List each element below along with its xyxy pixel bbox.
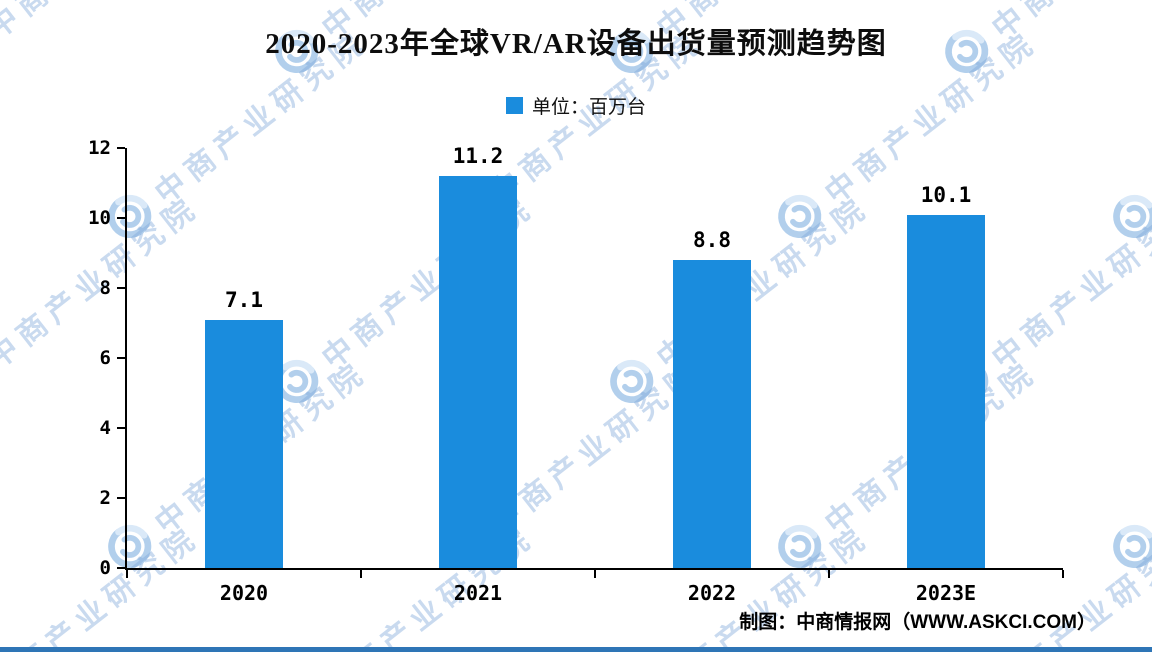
- x-axis-category-label: 2020: [219, 581, 269, 605]
- y-axis-tick-mark: [117, 427, 125, 429]
- y-axis-tick-label: 6: [99, 347, 111, 369]
- bar-value-label: 8.8: [693, 228, 731, 252]
- bar-value-label: 11.2: [452, 144, 504, 168]
- x-axis-tick-mark: [828, 570, 830, 578]
- y-axis-tick-mark: [117, 147, 125, 149]
- bar-value-label: 7.1: [225, 287, 263, 312]
- y-axis-tick-mark: [117, 497, 125, 499]
- y-axis-tick-mark: [117, 567, 125, 569]
- y-axis-tick-label: 0: [99, 557, 111, 579]
- legend: 单位：百万台: [0, 92, 1152, 119]
- y-axis-tick-label: 2: [99, 487, 111, 509]
- y-axis-tick-label: 8: [99, 277, 111, 299]
- company-logo-icon: [1113, 194, 1152, 238]
- bar: [907, 214, 985, 568]
- y-axis-tick-label: 10: [88, 207, 111, 229]
- bottom-border: [0, 647, 1152, 652]
- y-axis-tick-mark: [117, 357, 125, 359]
- watermark-tile: 中商产业研究院: [1102, 347, 1152, 578]
- chart-title: 2020-2023年全球VR/AR设备出货量预测趋势图: [265, 28, 887, 60]
- legend-swatch: [505, 97, 523, 114]
- x-axis-tick-mark: [360, 570, 362, 578]
- x-axis-category-label: 2022: [687, 581, 737, 605]
- plot-area: 0 2 4 6 8 10 12 7.1 2020 11.2 2021 8.8 2022 10.1 2023E: [88, 137, 1064, 605]
- x-axis-tick-mark: [126, 570, 128, 578]
- bar: [439, 176, 517, 568]
- bar-value-label: 10.1: [920, 182, 972, 207]
- x-axis-category-label: 2021: [453, 581, 503, 605]
- y-axis-tick-mark: [117, 287, 125, 289]
- x-axis-category-label: 2023E: [915, 581, 977, 605]
- bar: [673, 260, 751, 568]
- y-axis-tick-label: 12: [88, 137, 111, 159]
- x-axis-tick-mark: [1062, 570, 1064, 578]
- bar: [205, 319, 283, 568]
- y-axis-tick-label: 4: [99, 417, 111, 439]
- y-axis-tick-mark: [117, 217, 125, 219]
- company-logo-icon: [1113, 524, 1152, 568]
- legend-label: 单位：百万台: [531, 97, 646, 118]
- credit-text: 制图：中商情报网（WWW.ASKCI.COM）: [739, 612, 1096, 633]
- x-axis-tick-mark: [594, 570, 596, 578]
